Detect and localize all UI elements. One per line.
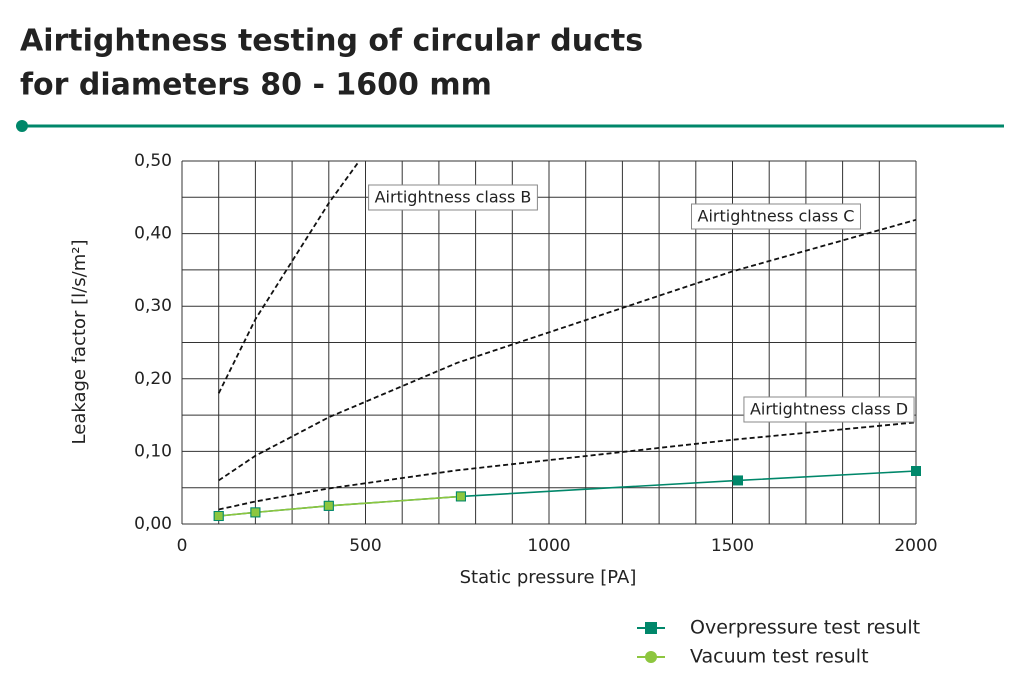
y-axis-title: Leakage factor [l/s/m²] [69,240,90,445]
series-line [218,495,461,517]
series-label: Airtightness class D [750,400,908,419]
series-label-box [368,184,538,211]
y-tick-label: 0,30 [134,296,172,316]
y-tick-label: 0,00 [134,514,172,534]
title-rule-dot [16,120,28,132]
series-line [217,161,359,394]
data-point [213,511,224,522]
legend-marker [645,622,657,634]
x-tick-label: 0 [177,536,188,556]
legend-marker [645,651,657,663]
legend-label: Overpressure test result [690,617,920,639]
chart-title-line: for diameters 80 - 1600 mm [20,68,492,103]
y-tick-label: 0,50 [134,151,172,171]
y-tick-label: 0,40 [134,224,172,244]
series-label-box [691,203,861,230]
series-label: Airtightness class C [698,207,855,226]
series-label-box [743,396,915,423]
data-point [455,491,466,502]
x-tick-label: 500 [349,536,381,556]
chart-title-line: Airtightness testing of circular ducts [20,24,643,59]
data-point [733,475,744,486]
legend-label: Vacuum test result [690,646,869,668]
y-tick-label: 0,20 [134,369,172,389]
data-point [323,500,334,511]
x-tick-label: 1000 [527,536,570,556]
series-label: Airtightness class B [375,188,532,207]
series-line [218,470,917,517]
x-tick-label: 1500 [711,536,754,556]
series-line [218,218,917,482]
x-tick-label: 2000 [894,536,937,556]
x-axis-title: Static pressure [PA] [460,567,637,588]
data-point [250,507,261,518]
series-line [218,421,917,511]
data-point [911,466,921,477]
y-tick-label: 0,10 [134,441,172,461]
